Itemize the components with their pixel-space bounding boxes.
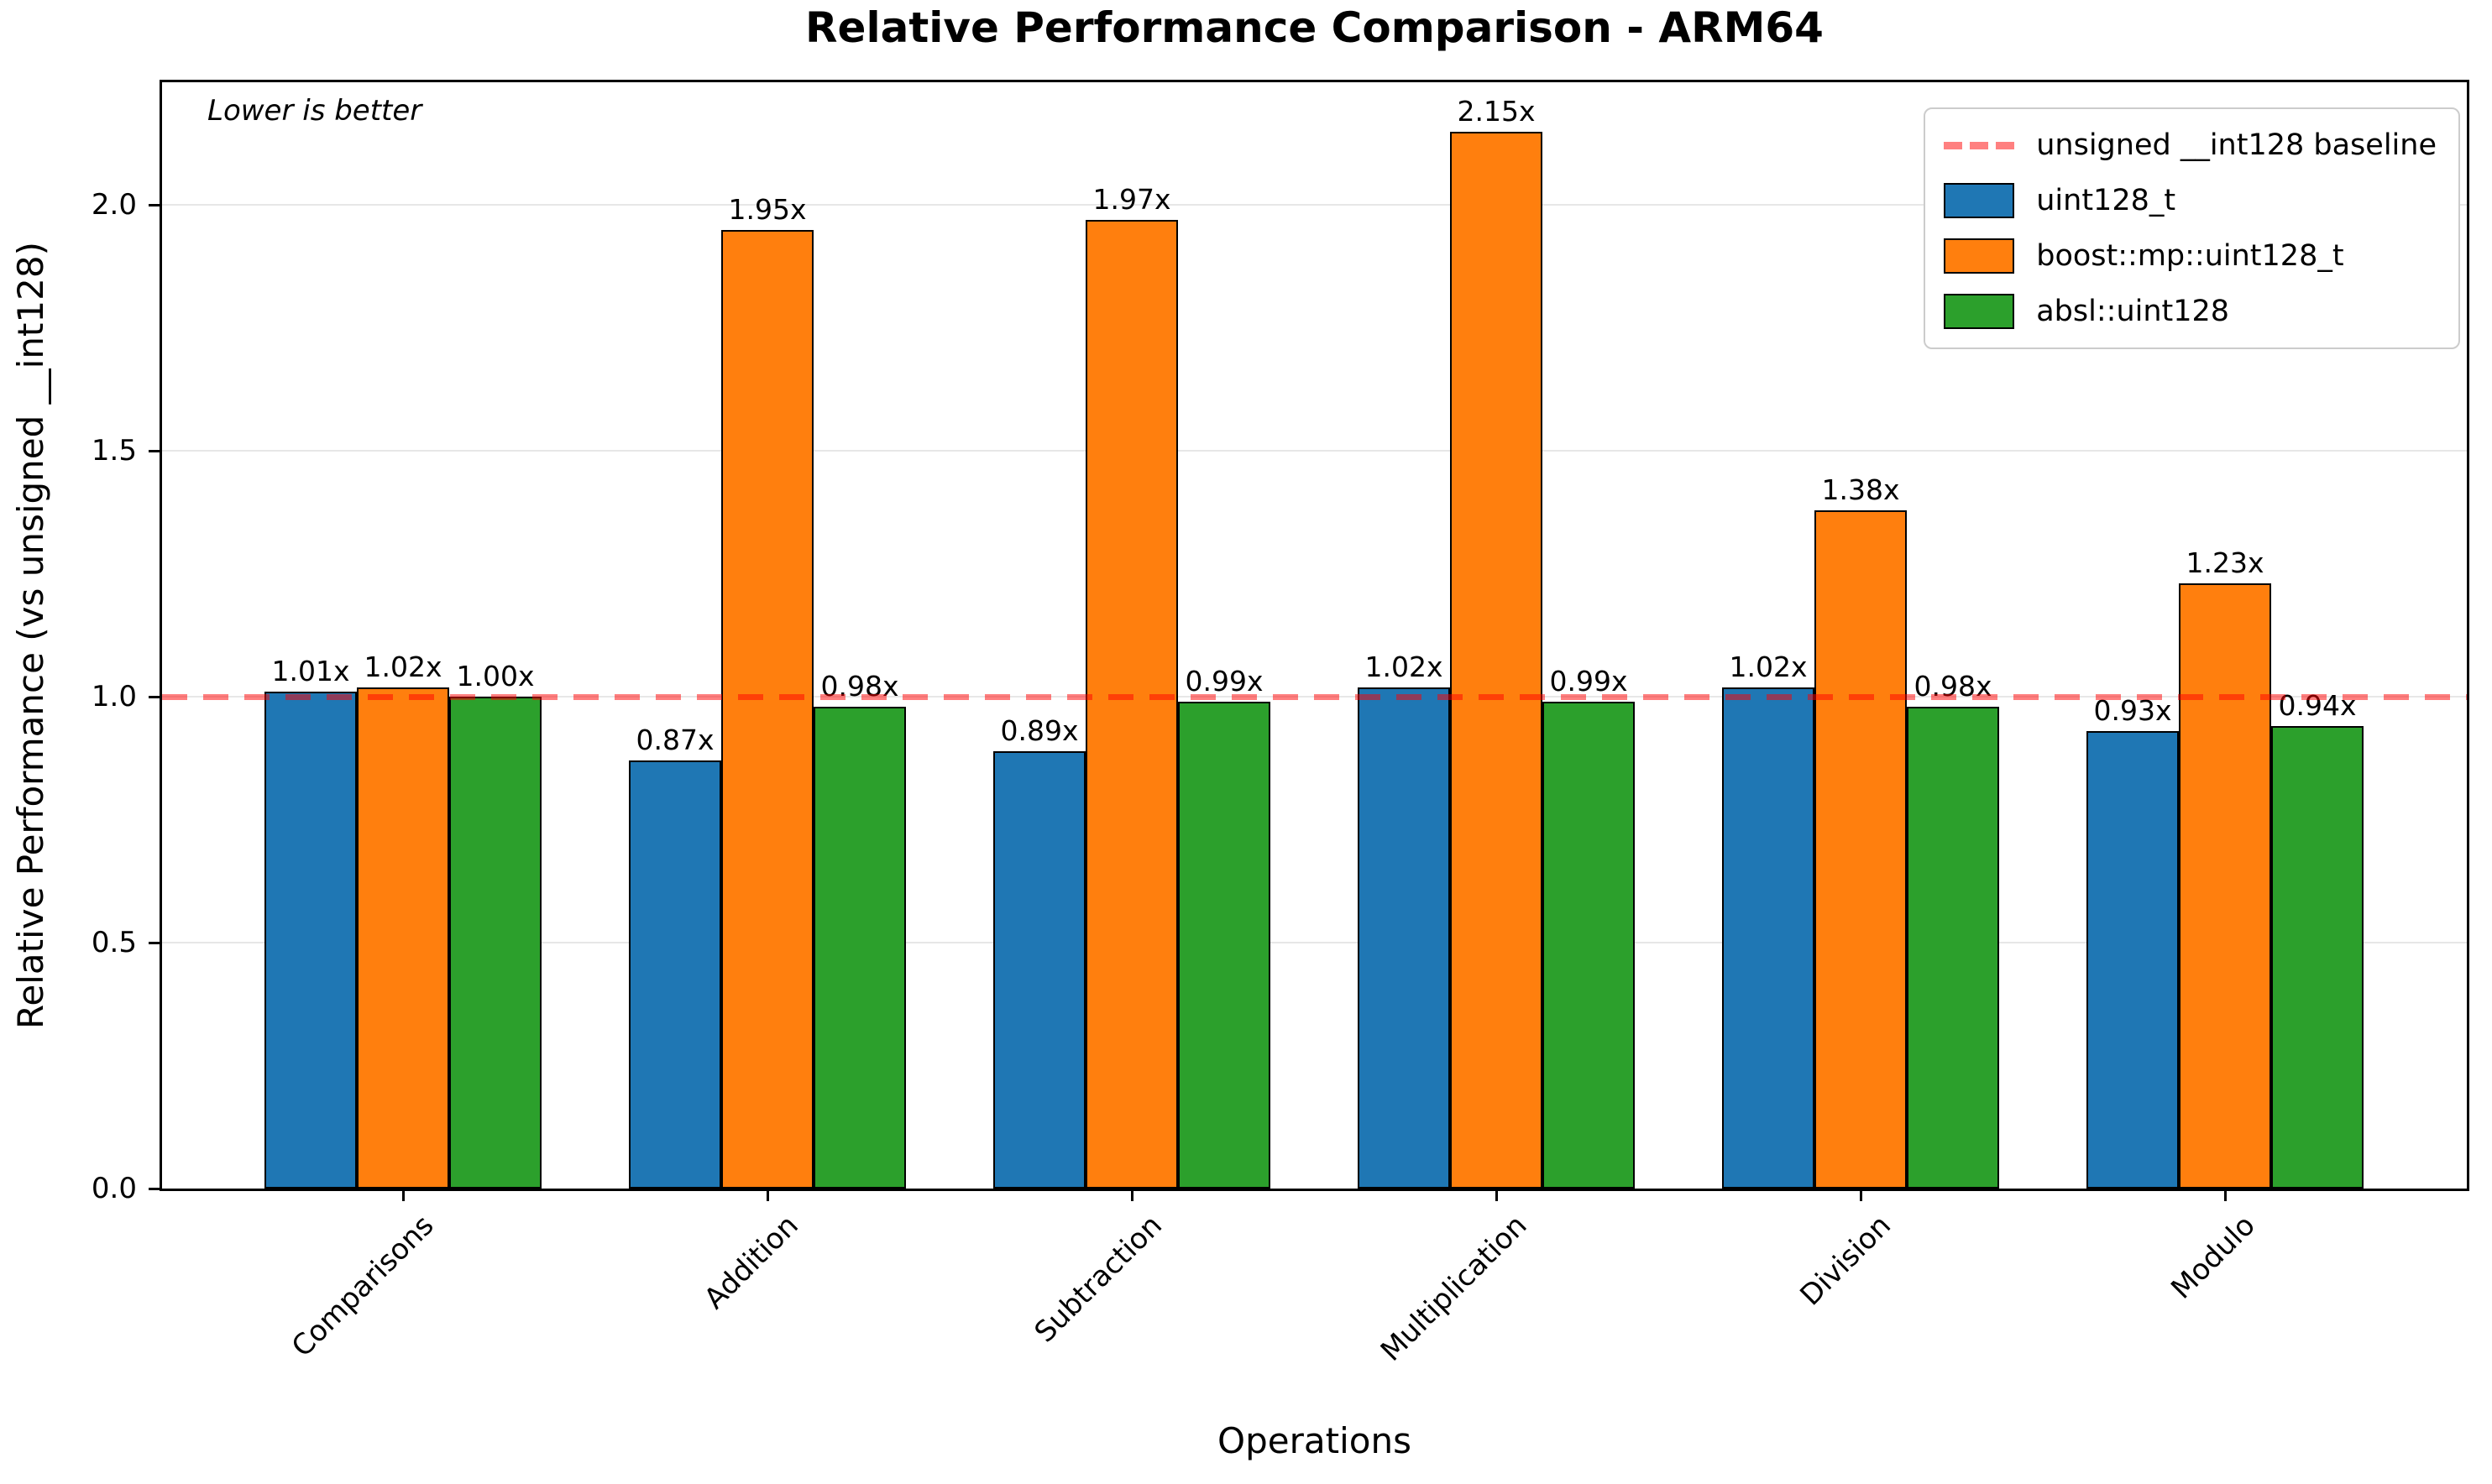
legend-label-boost-mp-uint128_t: boost::mp::uint128_t [2036, 239, 2344, 273]
bar-value-label-uint128_t-Subtraction: 0.89x [1000, 713, 1079, 747]
x-tick-Division [1859, 1189, 1862, 1201]
bar-value-label-boost::mp::uint128_t-Comparisons: 1.02x [364, 650, 442, 683]
x-tick-label-Modulo: Modulo [2165, 1209, 2263, 1306]
chart-title: Relative Performance Comparison - ARM64 [805, 3, 1824, 52]
legend-swatch-uint128_t [1944, 183, 2015, 218]
x-tick-Modulo [2223, 1189, 2227, 1201]
bar-value-label-boost::mp::uint128_t-Subtraction: 1.97x [1092, 183, 1171, 217]
legend-label-uint128_t: uint128_t [2036, 184, 2176, 217]
plot-area: Lower is better unsigned __int128 baseli… [162, 82, 2467, 1189]
bar-uint128_t-Multiplication [1358, 687, 1450, 1189]
gridline-0.5 [162, 942, 2467, 944]
bar-value-label-uint128_t-Modulo: 0.93x [2093, 694, 2172, 728]
bar-absl::uint128-Division [1907, 706, 1999, 1189]
y-tick-0.0 [149, 1187, 161, 1190]
x-tick-Addition [766, 1189, 769, 1201]
bar-value-label-uint128_t-Multiplication: 1.02x [1364, 650, 1443, 683]
annotation-lower-is-better: Lower is better [207, 94, 422, 128]
bar-value-label-boost::mp::uint128_t-Addition: 1.95x [728, 192, 807, 226]
y-tick-label-1.5: 1.5 [91, 434, 137, 468]
bar-absl::uint128-Subtraction [1178, 702, 1270, 1189]
legend-item-uint128_t: uint128_t [1944, 178, 2437, 223]
y-axis-label: Relative Performance (vs unsigned __int1… [10, 242, 51, 1029]
baseline-dash-sample-icon [1944, 141, 2015, 149]
bar-boost::mp::uint128_t-Modulo [2179, 583, 2271, 1189]
bar-boost::mp::uint128_t-Subtraction [1086, 220, 1178, 1189]
x-axis-label: Operations [1217, 1420, 1411, 1461]
bar-uint128_t-Comparisons [264, 692, 357, 1189]
x-tick-Comparisons [401, 1189, 405, 1201]
y-tick-label-0.0: 0.0 [91, 1172, 137, 1205]
legend-swatch-boost-mp-uint128_t [1944, 238, 2015, 274]
bar-value-label-uint128_t-Comparisons: 1.01x [271, 655, 350, 688]
legend-item-baseline: unsigned __int128 baseline [1944, 123, 2437, 168]
bar-absl::uint128-Addition [814, 706, 906, 1189]
bar-boost::mp::uint128_t-Division [1814, 509, 1907, 1189]
bar-value-label-absl::uint128-Subtraction: 0.99x [1185, 665, 1264, 698]
x-tick-Multiplication [1495, 1189, 1498, 1201]
gridline-2.0 [162, 204, 2467, 206]
bar-boost::mp::uint128_t-Comparisons [357, 687, 449, 1189]
x-tick-label-Subtraction: Subtraction [1028, 1209, 1170, 1350]
bar-value-label-boost::mp::uint128_t-Division: 1.38x [1821, 473, 1900, 506]
legend-item-absl-uint128: absl::uint128 [1944, 289, 2437, 334]
bar-absl::uint128-Comparisons [449, 697, 542, 1189]
x-tick-label-Division: Division [1793, 1209, 1898, 1313]
bar-uint128_t-Division [1722, 687, 1814, 1189]
y-tick-2.0 [149, 203, 161, 206]
bar-boost::mp::uint128_t-Addition [721, 229, 814, 1189]
y-tick-1.0 [149, 695, 161, 698]
bar-value-label-absl::uint128-Comparisons: 1.00x [456, 660, 535, 693]
bar-absl::uint128-Multiplication [1542, 702, 1635, 1189]
bar-value-label-absl::uint128-Multiplication: 0.99x [1549, 665, 1628, 698]
bar-boost::mp::uint128_t-Multiplication [1450, 131, 1542, 1189]
bar-value-label-uint128_t-Division: 1.02x [1729, 650, 1808, 683]
y-tick-label-0.5: 0.5 [91, 926, 137, 960]
bar-absl::uint128-Modulo [2271, 726, 2364, 1189]
bar-value-label-boost::mp::uint128_t-Modulo: 1.23x [2186, 546, 2264, 580]
x-tick-label-Multiplication: Multiplication [1374, 1209, 1534, 1368]
x-tick-label-Addition: Addition [697, 1209, 805, 1316]
y-tick-0.5 [149, 941, 161, 944]
bar-uint128_t-Subtraction [993, 750, 1086, 1189]
legend-label-absl-uint128: absl::uint128 [2036, 295, 2230, 328]
bar-uint128_t-Addition [629, 760, 721, 1189]
legend-item-boost-mp-uint128_t: boost::mp::uint128_t [1944, 233, 2437, 279]
bar-value-label-uint128_t-Addition: 0.87x [636, 724, 715, 757]
y-tick-label-1.0: 1.0 [91, 680, 137, 714]
x-tick-label-Comparisons: Comparisons [285, 1209, 441, 1364]
y-tick-label-2.0: 2.0 [91, 188, 137, 222]
x-tick-Subtraction [1130, 1189, 1133, 1201]
legend-label-baseline: unsigned __int128 baseline [2036, 128, 2437, 162]
gridline-1.5 [162, 450, 2467, 452]
legend-swatch-absl-uint128 [1944, 294, 2015, 329]
bar-value-label-boost::mp::uint128_t-Multiplication: 2.15x [1457, 94, 1536, 128]
bar-uint128_t-Modulo [2086, 731, 2179, 1189]
legend: unsigned __int128 baseline uint128_t boo… [1924, 107, 2460, 349]
baseline-line [162, 693, 2467, 700]
y-tick-1.5 [149, 449, 161, 452]
